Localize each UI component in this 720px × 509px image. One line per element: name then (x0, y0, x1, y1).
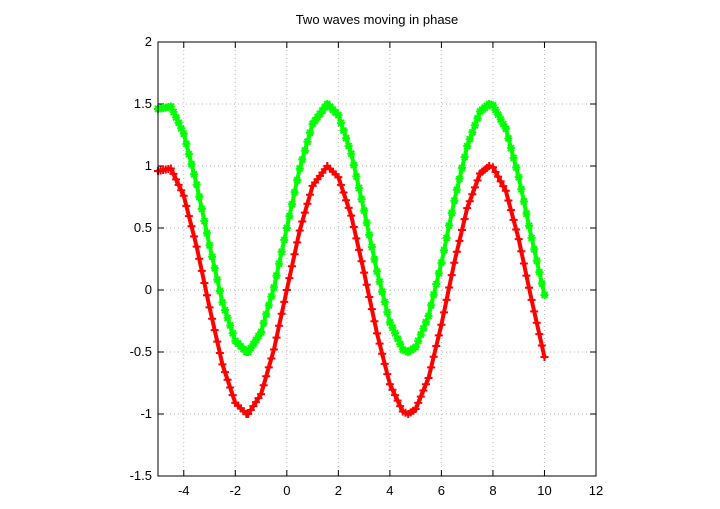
series-1 (154, 162, 549, 418)
series-layer (154, 100, 549, 418)
x-tick-label: 8 (489, 483, 496, 498)
y-tick-label: 2 (145, 34, 152, 49)
x-tick-label: 2 (335, 483, 342, 498)
x-tick-label: 0 (283, 483, 290, 498)
x-tick-label: -2 (230, 483, 242, 498)
y-tick-label: -1 (140, 406, 152, 421)
x-tick-label: 12 (589, 483, 603, 498)
series-2 (154, 100, 549, 356)
x-tick-label: 10 (537, 483, 551, 498)
y-tick-label: -1.5 (130, 468, 152, 483)
x-tick-label: 6 (438, 483, 445, 498)
y-tick-label: 0 (145, 282, 152, 297)
y-tick-label: 1 (145, 158, 152, 173)
x-axis-ticks: -4 -2 0 2 4 6 8 10 12 (178, 42, 603, 498)
y-tick-label: -0.5 (130, 344, 152, 359)
series-1-curve (156, 164, 547, 416)
x-tick-label: -4 (178, 483, 190, 498)
y-axis-ticks: -1.5 -1 -0.5 0 0.5 1 1.5 2 (130, 34, 596, 483)
plot-frame (157, 41, 597, 477)
series-2-curve (156, 102, 547, 354)
chart-title: Two waves moving in phase (296, 12, 459, 27)
y-tick-label: 0.5 (134, 220, 152, 235)
y-tick-label: 1.5 (134, 96, 152, 111)
x-tick-label: 4 (386, 483, 393, 498)
